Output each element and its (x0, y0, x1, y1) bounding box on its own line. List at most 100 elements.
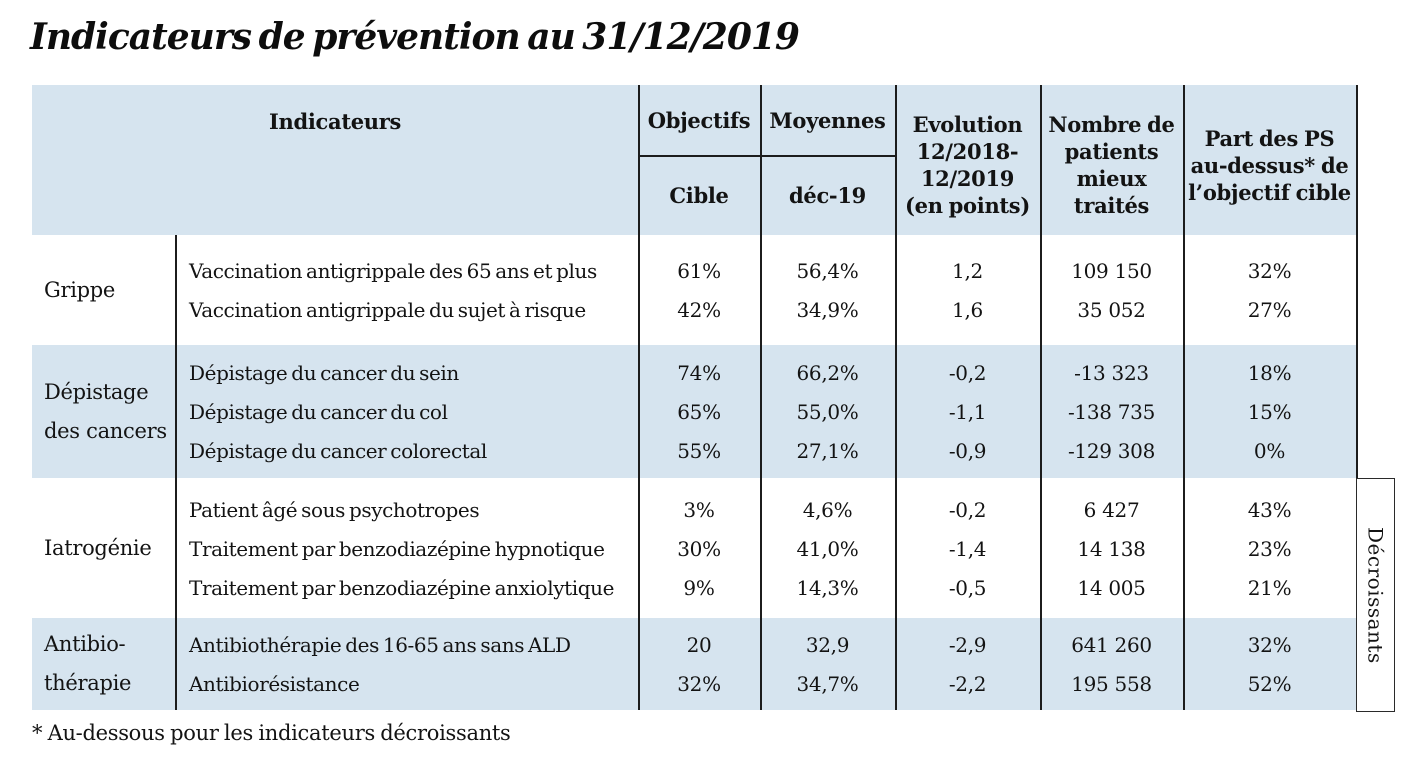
col-header-objectifs-group: Objectifs Cible (638, 85, 760, 235)
cell-patients: 14 138 (1077, 536, 1146, 561)
side-label-decroissants: Décroissants (1356, 478, 1395, 712)
cell-part: 21% (1247, 575, 1292, 600)
cell-part: 23% (1247, 536, 1292, 561)
table-row: Dépistage du cancer colorectal 55% 27,1%… (175, 431, 1356, 470)
indicator-name: Traitement par benzodiazépine anxiolytiq… (189, 575, 615, 600)
table-row: Antibiothérapie des 16-65 ans sans ALD 2… (175, 625, 1356, 664)
cell-patients: 35 052 (1077, 297, 1146, 322)
cell-evolution: -1,4 (948, 536, 987, 561)
table-row: Dépistage du cancer du col 65% 55,0% -1,… (175, 392, 1356, 431)
cell-patients: -13 323 (1074, 360, 1149, 385)
cell-moyenne: 55,0% (796, 399, 859, 424)
indicator-name: Dépistage du cancer colorectal (189, 438, 487, 463)
column-divider-moyennes (760, 85, 762, 710)
col-header-objectifs: Objectifs (647, 107, 751, 133)
column-divider-group (175, 235, 177, 710)
table-row: Antibiorésistance 32% 34,7% -2,2 195 558… (175, 664, 1356, 703)
cell-evolution: -0,2 (948, 497, 987, 522)
table-row: Vaccination antigrippale des 65 ans et p… (175, 251, 1356, 290)
cell-evolution: -2,2 (948, 671, 987, 696)
cell-part: 32% (1247, 258, 1292, 283)
group-label: Antibio- thérapie (44, 632, 132, 695)
indicator-name: Dépistage du cancer du sein (189, 360, 459, 385)
group-label: Iatrogénie (44, 536, 152, 560)
col-header-indicateurs: Indicateurs (268, 109, 402, 134)
col-header-nombre-patients: Nombre de patients mieux traités (1048, 112, 1175, 218)
column-divider-nombre (1040, 85, 1042, 710)
col-header-dec19: déc-19 (789, 182, 866, 208)
table-row: Traitement par benzodiazépine hypnotique… (175, 529, 1356, 568)
cell-evolution: -0,2 (948, 360, 987, 385)
cell-part: 18% (1247, 360, 1292, 385)
section-antibiotherapie: Antibio- thérapie Antibiothérapie des 16… (32, 618, 1356, 710)
header-sub-divider (638, 155, 897, 157)
cell-evolution: 1,2 (952, 258, 983, 283)
table-row: Traitement par benzodiazépine anxiolytiq… (175, 568, 1356, 607)
page-title: Indicateurs de prévention au 31/12/2019 (30, 16, 800, 58)
col-header-part-ps: Part des PS au-dessus* de l’objectif cib… (1188, 125, 1351, 205)
cell-cible: 61% (677, 258, 721, 283)
cell-evolution: -1,1 (948, 399, 987, 424)
cell-evolution: -0,5 (948, 575, 987, 600)
section-rows: Antibiothérapie des 16-65 ans sans ALD 2… (175, 625, 1356, 703)
indicator-name: Dépistage du cancer du col (189, 399, 448, 424)
cell-moyenne: 66,2% (796, 360, 859, 385)
cell-patients: 14 005 (1077, 575, 1146, 600)
cell-moyenne: 34,7% (796, 671, 859, 696)
cell-cible: 65% (677, 399, 721, 424)
indicator-name: Patient âgé sous psychotropes (189, 497, 480, 522)
indicator-name: Antibiothérapie des 16-65 ans sans ALD (189, 632, 571, 657)
cell-cible: 30% (677, 536, 721, 561)
cell-patients: 6 427 (1083, 497, 1140, 522)
section-rows: Dépistage du cancer du sein 74% 66,2% -0… (175, 353, 1356, 470)
cell-moyenne: 32,9 (805, 632, 850, 657)
cell-cible: 32% (677, 671, 721, 696)
cell-patients: -129 308 (1067, 438, 1156, 463)
cell-part: 0% (1253, 438, 1286, 463)
side-label-text: Décroissants (1363, 526, 1388, 664)
indicator-name: Traitement par benzodiazépine hypnotique (189, 536, 605, 561)
cell-evolution: -2,9 (948, 632, 987, 657)
group-label: Grippe (44, 277, 116, 302)
cell-part: 15% (1247, 399, 1292, 424)
cell-cible: 55% (677, 438, 721, 463)
section-depistage: Dépistage des cancers Dépistage du cance… (32, 345, 1356, 478)
col-header-cible: Cible (669, 182, 729, 208)
column-divider-evolution (895, 85, 897, 710)
col-header-moyennes-group: Moyennes déc-19 (760, 85, 895, 235)
cell-patients: -138 735 (1067, 399, 1156, 424)
cell-moyenne: 34,9% (796, 297, 859, 322)
indicator-name: Antibiorésistance (189, 671, 360, 696)
cell-moyenne: 4,6% (802, 497, 853, 522)
cell-cible: 74% (677, 360, 721, 385)
cell-cible: 42% (677, 297, 721, 322)
column-divider-objectifs (638, 85, 640, 710)
cell-patients: 195 558 (1071, 671, 1152, 696)
indicator-name: Vaccination antigrippale du sujet à risq… (189, 297, 586, 322)
table-row: Vaccination antigrippale du sujet à risq… (175, 290, 1356, 329)
cell-part: 43% (1247, 497, 1292, 522)
cell-moyenne: 27,1% (796, 438, 859, 463)
section-iatrogenie: Iatrogénie Patient âgé sous psychotropes… (32, 478, 1356, 618)
col-header-moyennes: Moyennes (769, 107, 886, 133)
group-label: Dépistage des cancers (44, 379, 167, 443)
col-header-evolution: Evolution 12/2018- 12/2019 (en points) (905, 112, 1030, 218)
cell-cible: 9% (683, 575, 715, 600)
cell-cible: 3% (683, 497, 715, 522)
indicator-name: Vaccination antigrippale des 65 ans et p… (189, 258, 597, 283)
cell-moyenne: 41,0% (796, 536, 859, 561)
footnote: * Au-dessous pour les indicateurs décroi… (32, 721, 511, 745)
cell-part: 27% (1247, 297, 1292, 322)
table-row: Dépistage du cancer du sein 74% 66,2% -0… (175, 353, 1356, 392)
cell-part: 32% (1247, 632, 1292, 657)
table-right-border (1356, 85, 1358, 710)
section-rows: Vaccination antigrippale des 65 ans et p… (175, 251, 1356, 329)
cell-cible: 20 (686, 632, 712, 657)
cell-part: 52% (1247, 671, 1292, 696)
cell-patients: 109 150 (1071, 258, 1152, 283)
section-rows: Patient âgé sous psychotropes 3% 4,6% -0… (175, 490, 1356, 607)
table-header: Indicateurs Objectifs Cible Moyennes déc… (32, 85, 1356, 235)
cell-moyenne: 56,4% (796, 258, 859, 283)
cell-moyenne: 14,3% (796, 575, 859, 600)
